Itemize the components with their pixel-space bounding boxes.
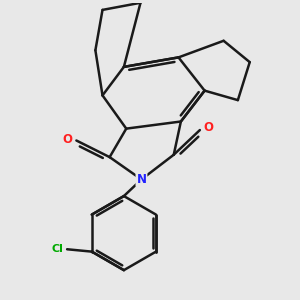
Text: O: O xyxy=(63,133,73,146)
Text: O: O xyxy=(203,121,213,134)
Text: Cl: Cl xyxy=(52,244,64,254)
Text: N: N xyxy=(136,173,146,186)
